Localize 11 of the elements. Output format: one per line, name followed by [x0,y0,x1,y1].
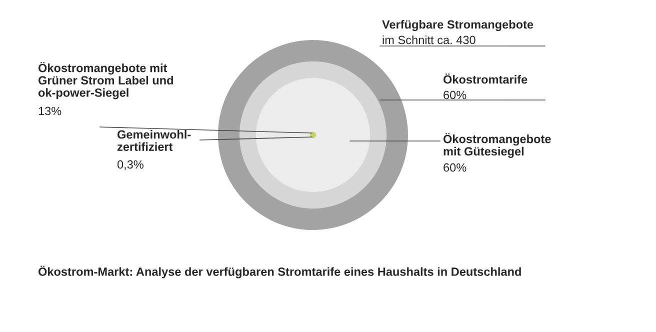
category-label: Ökostromangebote mit Gütesiegel [443,133,551,158]
data-label: 60% [444,90,466,100]
category-label: Gemeinwohl- zertifiziert [117,130,191,151]
data-label: im Schnitt ca. 430 [382,36,476,44]
category-label: Ökostromangebote mit Grüner Strom Label und ok-power-Siegel [38,62,173,100]
text: Ökostrom-Markt: Analyse der verfügbaren Stromtarife eines Haushalts in Deutschland [38,266,521,278]
data-label: 13% [38,106,62,116]
data-label: 60% [444,163,466,172]
category-label: Verfügbare Stromangebote [382,20,534,32]
data-label: 0,3% [117,160,144,170]
category-label: Ökostromtarife [443,73,528,84]
